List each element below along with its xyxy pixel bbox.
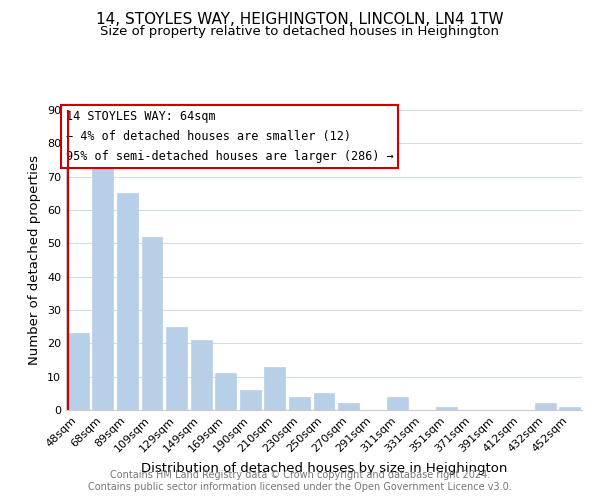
Bar xyxy=(535,404,556,410)
Text: 14, STOYLES WAY, HEIGHINGTON, LINCOLN, LN4 1TW: 14, STOYLES WAY, HEIGHINGTON, LINCOLN, L… xyxy=(96,12,504,28)
Bar xyxy=(142,236,163,410)
Y-axis label: Number of detached properties: Number of detached properties xyxy=(28,155,41,365)
Bar xyxy=(68,334,89,410)
Bar xyxy=(117,194,138,410)
Bar xyxy=(191,340,212,410)
Text: Size of property relative to detached houses in Heighington: Size of property relative to detached ho… xyxy=(101,25,499,38)
Bar xyxy=(387,396,408,410)
Bar xyxy=(265,366,286,410)
X-axis label: Distribution of detached houses by size in Heighington: Distribution of detached houses by size … xyxy=(141,462,507,475)
Text: Contains public sector information licensed under the Open Government Licence v3: Contains public sector information licen… xyxy=(88,482,512,492)
Bar xyxy=(436,406,457,410)
Bar xyxy=(240,390,261,410)
Bar xyxy=(338,404,359,410)
Bar xyxy=(215,374,236,410)
Bar xyxy=(92,164,113,410)
Bar xyxy=(289,396,310,410)
Bar xyxy=(559,406,580,410)
Text: 14 STOYLES WAY: 64sqm
← 4% of detached houses are smaller (12)
95% of semi-detac: 14 STOYLES WAY: 64sqm ← 4% of detached h… xyxy=(66,110,394,163)
Bar xyxy=(166,326,187,410)
Bar xyxy=(314,394,334,410)
Text: Contains HM Land Registry data © Crown copyright and database right 2024.: Contains HM Land Registry data © Crown c… xyxy=(110,470,490,480)
